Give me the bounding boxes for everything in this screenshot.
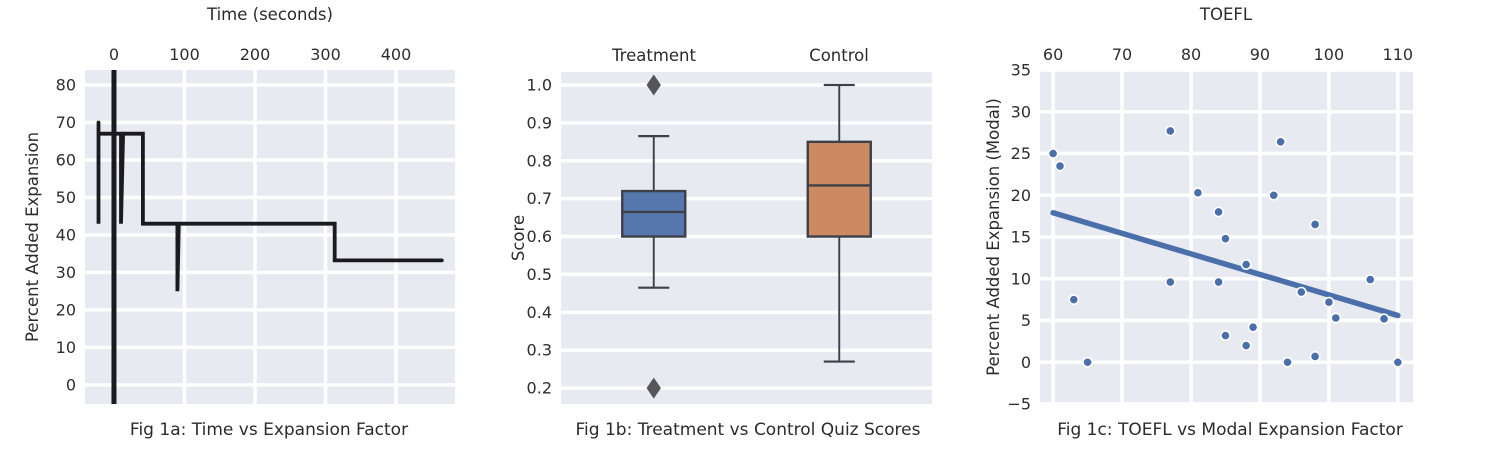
scatter-point [1082, 356, 1093, 368]
fig1c-panel: 60 70 80 90 100 110 −5 0 5 10 15 20 25 30 35 TOEFL Per… [984, 5, 1413, 440]
fig1a-ytick-label: 70 [56, 113, 76, 132]
fig1a-ytick-label: 20 [56, 300, 76, 319]
fig1a-ytick-label: 30 [56, 263, 76, 282]
fig1b-category-control: Control [809, 46, 869, 65]
fig1c-tick-labels: 60 70 80 90 100 110 −5 0 5 10 15 20 25 30 35 [1007, 45, 1413, 414]
scatter-point [1330, 312, 1342, 324]
scatter-point [1364, 274, 1376, 285]
regression-line [1050, 210, 1401, 319]
scatter-point [1047, 148, 1059, 159]
fig1b-ytick-label: 0.4 [527, 303, 552, 322]
fig1a-ytick-label: 0 [66, 375, 76, 394]
scatter-point [1240, 259, 1252, 270]
fig1a-series [96, 70, 444, 404]
fig1c-ytick-label: 35 [1011, 61, 1031, 80]
fig1c-caption: Fig 1c: TOEFL vs Modal Expansion Factor [1057, 420, 1403, 440]
fig1b-caption: Fig 1b: Treatment vs Control Quiz Scores [576, 420, 921, 440]
fig1c-ytick-label: 25 [1011, 144, 1031, 163]
fig1a-ytick-label: 80 [56, 75, 76, 94]
scatter-point [1247, 321, 1259, 333]
fig1a-xaxis-title: Time (seconds) [206, 5, 333, 24]
fig1b-ytick-label: 0.8 [527, 151, 552, 170]
fig1a-ytick-label: 10 [56, 338, 76, 357]
fig1c-xtick-label: 80 [1181, 45, 1201, 64]
fig1c-xaxis-title: TOEFL [1199, 5, 1253, 24]
scatter-point [1164, 125, 1176, 137]
fig1b-ytick-label: 0.5 [527, 265, 552, 284]
expansion-step-line [96, 120, 444, 292]
box-treatment [621, 189, 687, 238]
fig1b-category-treatment: Treatment [611, 46, 696, 65]
fig1b-series [621, 74, 872, 399]
scatter-point [1392, 356, 1404, 368]
scatter-point [1268, 189, 1280, 201]
scatter-point [1282, 356, 1293, 368]
scatter-point [1309, 219, 1321, 230]
scatter-point [1213, 206, 1224, 218]
fig1a-xtick-label: 300 [310, 45, 341, 64]
fig1b-ytick-label: 0.6 [527, 227, 552, 246]
fig1b-tick-labels: 0.2 0.3 0.4 0.5 0.6 0.7 0.8 0.9 1.0 [527, 75, 552, 397]
outlier-diamond [646, 74, 661, 96]
fig1c-ytick-label: 0 [1021, 353, 1031, 372]
fig1a-xtick-label: 0 [109, 45, 119, 64]
fig1a-gridlines [85, 70, 455, 404]
fig1c-ytick-label: 20 [1011, 186, 1031, 205]
scatter-point [1220, 233, 1231, 245]
fig1c-xtick-label: 60 [1043, 45, 1063, 64]
scatter-point [1164, 276, 1176, 288]
scatter-point [1275, 136, 1287, 148]
scatter-point [1220, 330, 1231, 341]
fig1c-ytick-label: −5 [1007, 395, 1031, 414]
scatter-point [1213, 276, 1224, 288]
box-control [806, 140, 872, 238]
fig1a-caption: Fig 1a: Time vs Expansion Factor [130, 420, 408, 440]
fig1c-series [1047, 125, 1404, 368]
scatter-point [1054, 160, 1066, 172]
fig1c-xtick-label: 70 [1112, 45, 1132, 64]
fig1a-yaxis-title: Percent Added Expansion [23, 132, 42, 342]
fig1b-ytick-label: 0.2 [527, 379, 552, 398]
fig1a-xtick-label: 200 [240, 45, 271, 64]
fig1a-ytick-label: 60 [56, 150, 76, 169]
fig1b-yaxis-title: Score [509, 215, 528, 261]
fig1c-ytick-label: 5 [1021, 311, 1031, 330]
fig1a-ytick-label: 50 [56, 188, 76, 207]
fig1b-ytick-label: 0.9 [527, 113, 552, 132]
scatter-point [1068, 294, 1080, 306]
fig1b-panel: 0.2 0.3 0.4 0.5 0.6 0.7 0.8 0.9 1.0 Treatment Co… [509, 46, 932, 440]
scatter-point [1309, 351, 1321, 362]
fig1c-xtick-label: 100 [1314, 45, 1345, 64]
fig1c-ytick-label: 15 [1011, 228, 1031, 247]
fig1a-tick-labels: 0 100 200 300 400 0 10 20 30 40 50 60 70 80 [56, 45, 412, 394]
fig1b-ytick-label: 1.0 [527, 75, 552, 94]
fig1c-xtick-label: 90 [1250, 45, 1270, 64]
outlier-diamond [646, 377, 661, 399]
fig1c-ytick-label: 10 [1011, 269, 1031, 288]
fig1b-ytick-label: 0.7 [527, 189, 552, 208]
fig1a-plot-area [85, 70, 455, 404]
scatter-point [1295, 286, 1307, 298]
fig1c-xtick-label: 110 [1383, 45, 1414, 64]
fig1c-ytick-label: 30 [1011, 102, 1031, 121]
scatter-point [1240, 340, 1252, 351]
fig1c-yaxis-title: Percent Added Expansion (Modal) [984, 98, 1003, 376]
scatter-point [1192, 187, 1204, 199]
fig1b-ytick-label: 0.3 [527, 341, 552, 360]
scatter-point [1378, 313, 1390, 325]
fig1a-xtick-label: 100 [169, 45, 200, 64]
fig1a-ytick-label: 40 [56, 225, 76, 244]
fig1a-xtick-label: 400 [381, 45, 412, 64]
fig1a-panel: 0 100 200 300 400 0 10 20 30 40 50 60 70 80 Time (sec… [23, 5, 455, 440]
scatter-point [1323, 296, 1335, 308]
